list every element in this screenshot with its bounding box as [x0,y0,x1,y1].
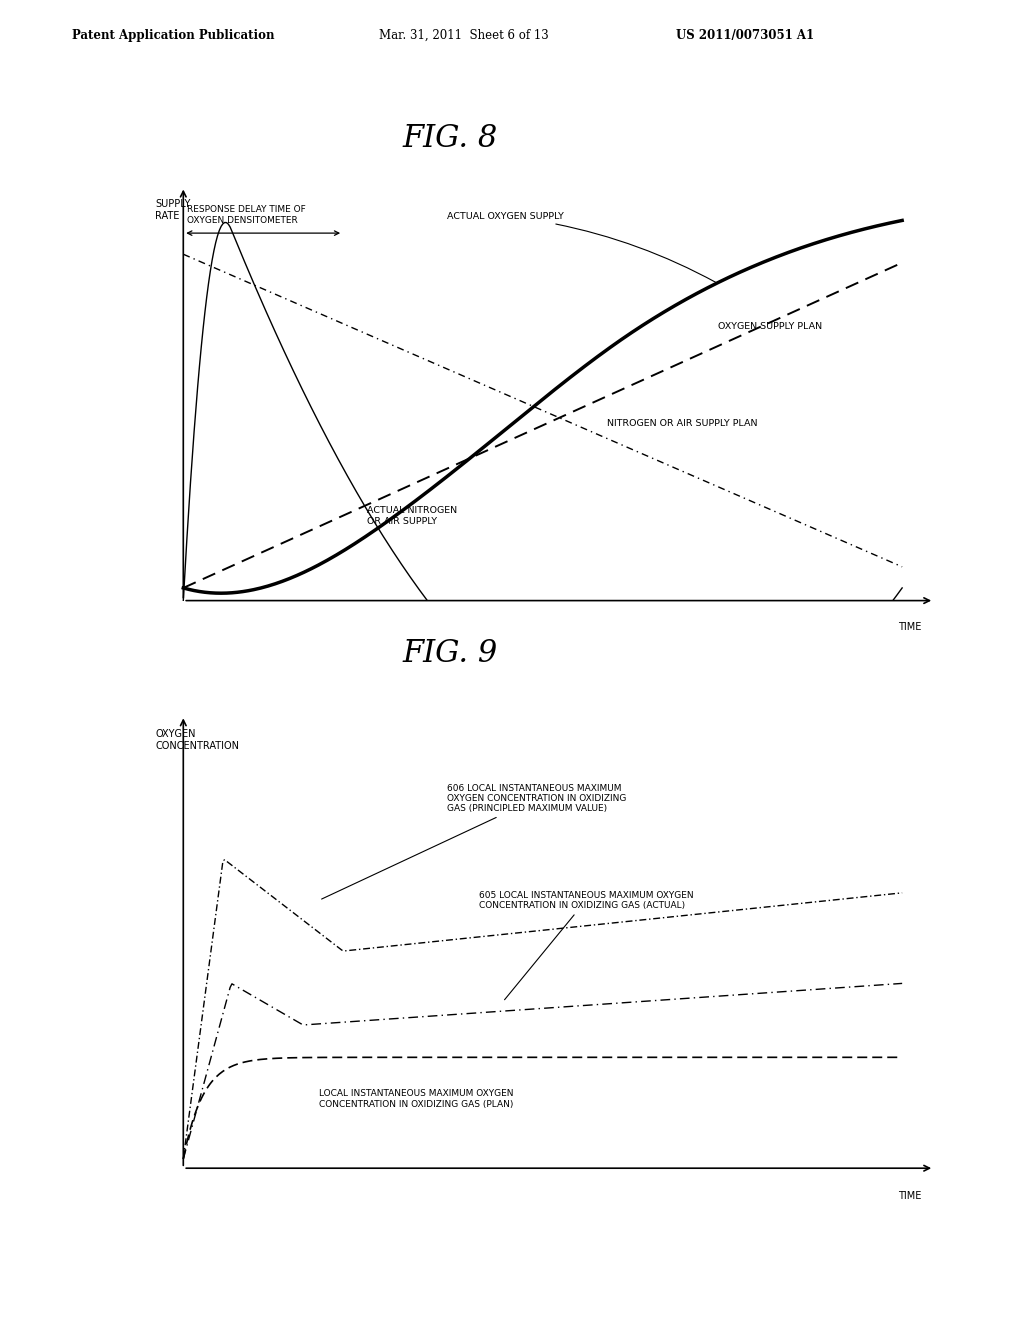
Text: FIG. 8: FIG. 8 [402,123,499,154]
Text: 606 LOCAL INSTANTANEOUS MAXIMUM
OXYGEN CONCENTRATION IN OXIDIZING
GAS (PRINCIPLE: 606 LOCAL INSTANTANEOUS MAXIMUM OXYGEN C… [322,784,627,899]
Text: US 2011/0073051 A1: US 2011/0073051 A1 [676,29,814,42]
Text: ACTUAL OXYGEN SUPPLY: ACTUAL OXYGEN SUPPLY [446,211,716,282]
Text: OXYGEN
CONCENTRATION: OXYGEN CONCENTRATION [156,729,240,751]
Text: LOCAL INSTANTANEOUS MAXIMUM OXYGEN
CONCENTRATION IN OXIDIZING GAS (PLAN): LOCAL INSTANTANEOUS MAXIMUM OXYGEN CONCE… [319,1089,514,1109]
Text: TIME: TIME [898,622,922,632]
Text: TIME: TIME [898,1191,922,1201]
Text: NITROGEN OR AIR SUPPLY PLAN: NITROGEN OR AIR SUPPLY PLAN [606,418,757,428]
Text: OXYGEN SUPPLY PLAN: OXYGEN SUPPLY PLAN [719,322,822,330]
Text: Patent Application Publication: Patent Application Publication [72,29,274,42]
Text: ACTUAL NITROGEN
OR AIR SUPPLY: ACTUAL NITROGEN OR AIR SUPPLY [367,507,457,525]
Text: RESPONSE DELAY TIME OF
OXYGEN DENSITOMETER: RESPONSE DELAY TIME OF OXYGEN DENSITOMET… [187,206,306,224]
Text: SUPPLY
RATE: SUPPLY RATE [156,199,190,220]
Text: FIG. 9: FIG. 9 [402,638,499,669]
Text: 605 LOCAL INSTANTANEOUS MAXIMUM OXYGEN
CONCENTRATION IN OXIDIZING GAS (ACTUAL): 605 LOCAL INSTANTANEOUS MAXIMUM OXYGEN C… [479,891,693,999]
Text: Mar. 31, 2011  Sheet 6 of 13: Mar. 31, 2011 Sheet 6 of 13 [379,29,549,42]
